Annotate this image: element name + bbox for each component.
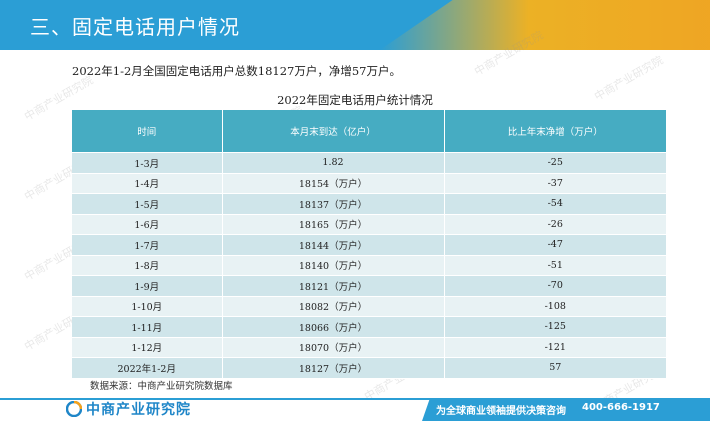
table-header-row: 时间 本月末到达（亿户） 比上年末净增（万户）: [72, 110, 666, 153]
column-header-month-end: 本月末到达（亿户）: [222, 110, 445, 153]
cell-net-increase: -70: [444, 275, 666, 297]
cell-net-increase: -25: [444, 152, 666, 174]
cell-month-end: 1.82: [222, 152, 445, 174]
cell-time: 2022年1-2月: [72, 357, 223, 379]
cell-month-end: 18121（万户）: [222, 275, 445, 297]
cell-time: 1-11月: [72, 316, 223, 338]
company-logo: 中商产业研究院: [66, 400, 191, 418]
table-row: 1-5月 18137（万户） -54: [72, 193, 666, 215]
cell-time: 1-12月: [72, 337, 223, 358]
cell-time: 1-6月: [72, 214, 223, 235]
cell-net-increase: -37: [444, 173, 666, 194]
table-title: 2022年固定电话用户统计情况: [277, 93, 433, 107]
cell-time: 1-3月: [72, 152, 223, 174]
cell-net-increase: -51: [444, 255, 666, 276]
data-source-note: 数据来源：中商产业研究院数据库: [90, 381, 233, 392]
cell-month-end: 18140（万户）: [222, 255, 445, 276]
cell-net-increase: 57: [444, 357, 666, 379]
cell-net-increase: -125: [444, 316, 666, 338]
header-bar: 三、固定电话用户情况: [0, 0, 710, 50]
footer-slogan: 为全球商业领袖提供决策咨询: [436, 406, 566, 417]
stats-table: 时间 本月末到达（亿户） 比上年末净增（万户） 1-3月 1.82 -25 1-4月 1…: [72, 110, 666, 379]
column-header-net-increase: 比上年末净增（万户）: [444, 110, 666, 153]
table-row: 1-7月 18144（万户） -47: [72, 234, 666, 256]
table-row: 1-9月 18121（万户） -70: [72, 275, 666, 297]
footer-bar: [422, 398, 710, 421]
cell-month-end: 18154（万户）: [222, 173, 445, 194]
cell-month-end: 18144（万户）: [222, 234, 445, 256]
table-row: 1-11月 18066（万户） -125: [72, 316, 666, 338]
cell-time: 1-10月: [72, 296, 223, 317]
cell-net-increase: -54: [444, 193, 666, 215]
logo-icon: [66, 401, 82, 417]
cell-time: 1-8月: [72, 255, 223, 276]
table-row: 1-10月 18082（万户） -108: [72, 296, 666, 317]
table-row: 1-8月 18140（万户） -51: [72, 255, 666, 276]
logo-text: 中商产业研究院: [86, 402, 191, 418]
table-row: 1-6月 18165（万户） -26: [72, 214, 666, 235]
cell-month-end: 18070（万户）: [222, 337, 445, 358]
table-row: 1-12月 18070（万户） -121: [72, 337, 666, 358]
cell-month-end: 18165（万户）: [222, 214, 445, 235]
cell-time: 1-5月: [72, 193, 223, 215]
cell-month-end: 18066（万户）: [222, 316, 445, 338]
header-accent-stripe: [380, 0, 710, 50]
cell-net-increase: -47: [444, 234, 666, 256]
cell-month-end: 18082（万户）: [222, 296, 445, 317]
table-row: 1-3月 1.82 -25: [72, 152, 666, 174]
column-header-time: 时间: [72, 110, 223, 153]
cell-time: 1-9月: [72, 275, 223, 297]
table-row: 2022年1-2月 18127（万户） 57: [72, 357, 666, 379]
footer-phone: 400-666-1917: [582, 402, 660, 413]
cell-net-increase: -121: [444, 337, 666, 358]
cell-month-end: 18127（万户）: [222, 357, 445, 379]
footer-divider: [0, 398, 430, 400]
cell-month-end: 18137（万户）: [222, 193, 445, 215]
cell-time: 1-4月: [72, 173, 223, 194]
cell-net-increase: -26: [444, 214, 666, 235]
summary-text: 2022年1-2月全国固定电话用户总数18127万户，净增57万户。: [72, 64, 401, 78]
page-title: 三、固定电话用户情况: [30, 15, 240, 39]
cell-time: 1-7月: [72, 234, 223, 256]
table-row: 1-4月 18154（万户） -37: [72, 173, 666, 194]
cell-net-increase: -108: [444, 296, 666, 317]
